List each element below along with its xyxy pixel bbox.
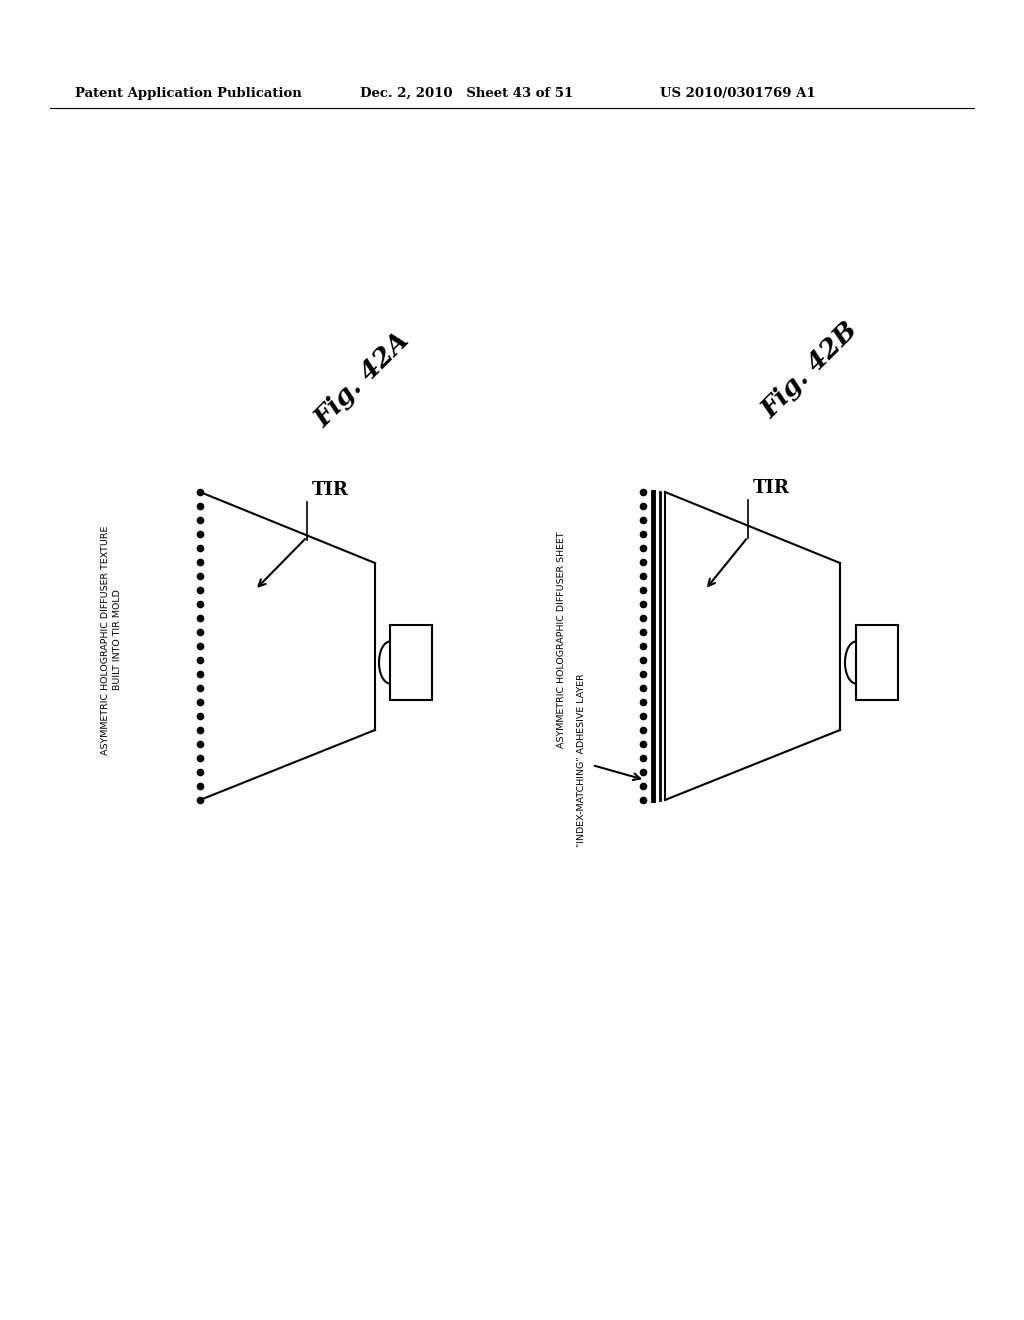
Text: BUILT INTO TIR MOLD: BUILT INTO TIR MOLD xyxy=(114,590,123,690)
Text: ASYMMETRIC HOLOGRAPHIC DIFFUSER SHEET: ASYMMETRIC HOLOGRAPHIC DIFFUSER SHEET xyxy=(557,532,566,748)
Text: Patent Application Publication: Patent Application Publication xyxy=(75,87,302,99)
Bar xyxy=(856,624,898,700)
Text: TIR: TIR xyxy=(312,480,349,499)
Text: US 2010/0301769 A1: US 2010/0301769 A1 xyxy=(660,87,816,99)
Bar xyxy=(390,624,432,700)
Text: Fig. 42A: Fig. 42A xyxy=(310,327,415,432)
Text: "INDEX-MATCHING" ADHESIVE LAYER: "INDEX-MATCHING" ADHESIVE LAYER xyxy=(578,673,587,847)
Text: Fig. 42B: Fig. 42B xyxy=(757,317,863,422)
Text: Dec. 2, 2010   Sheet 43 of 51: Dec. 2, 2010 Sheet 43 of 51 xyxy=(360,87,573,99)
Text: ASYMMETRIC HOLOGRAPHIC DIFFUSER TEXTURE: ASYMMETRIC HOLOGRAPHIC DIFFUSER TEXTURE xyxy=(100,525,110,755)
Text: TIR: TIR xyxy=(753,479,790,498)
